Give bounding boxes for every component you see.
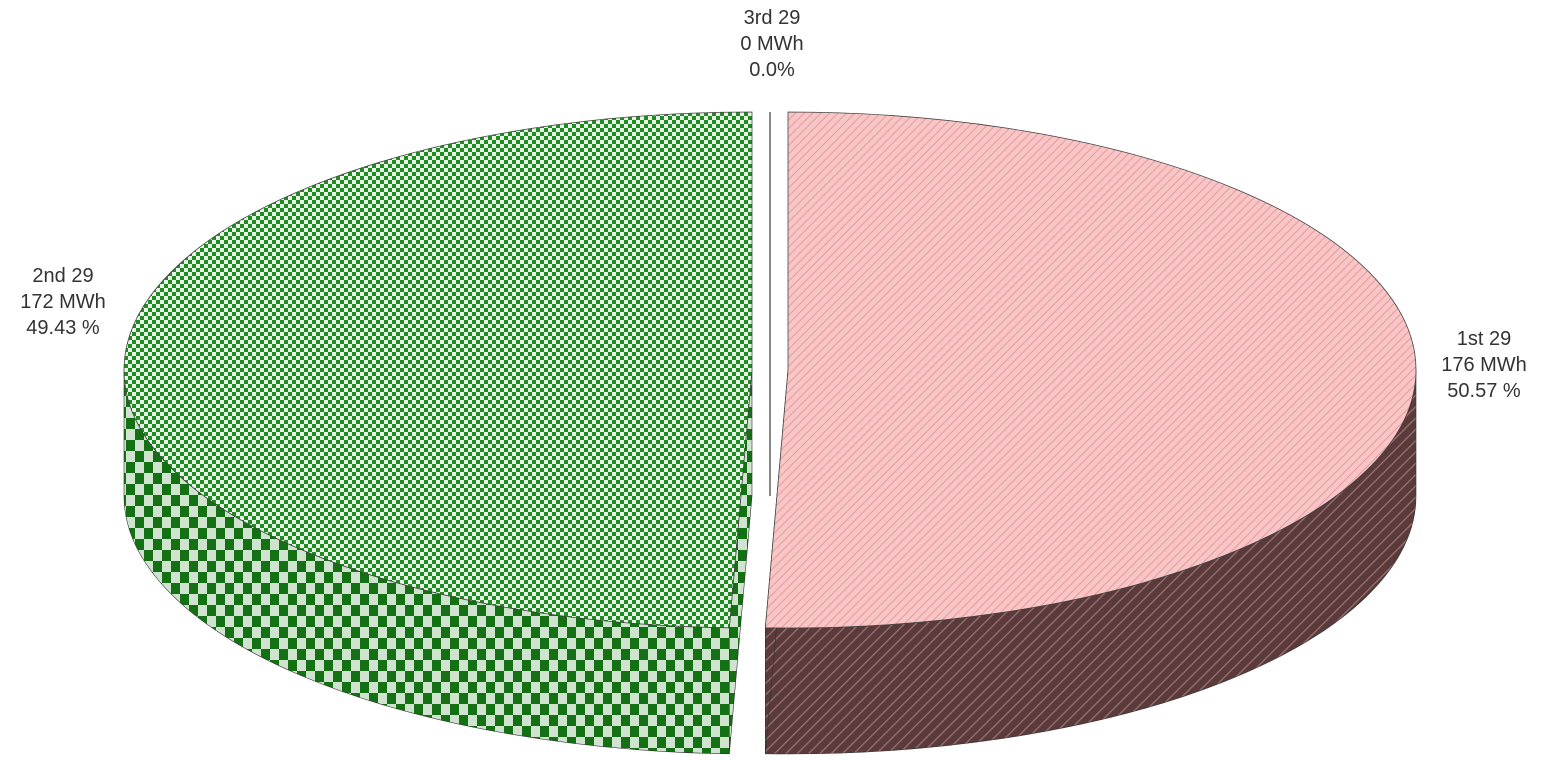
slice-value: 176 MWh	[1441, 354, 1527, 376]
slice-name: 3rd 29	[744, 7, 801, 29]
slice-value: 172 MWh	[20, 291, 106, 313]
slice-percent: 50.57 %	[1447, 380, 1521, 402]
slice-percent: 0.0%	[749, 59, 795, 81]
slice-percent: 49.43 %	[26, 317, 100, 339]
pie-slice-2nd-29	[123, 111, 753, 629]
slice-name: 1st 29	[1457, 328, 1511, 350]
slice-label-1st-29: 1st 29 176 MWh 50.57 %	[1441, 328, 1527, 402]
slice-name: 2nd 29	[32, 265, 93, 287]
slice-label-3rd-29: 3rd 29 0 MWh 0.0%	[740, 7, 803, 81]
slice-label-2nd-29: 2nd 29 172 MWh 49.43 %	[20, 265, 106, 339]
pie-slice-1st-29	[764, 111, 1417, 629]
slice-value: 0 MWh	[740, 33, 803, 55]
